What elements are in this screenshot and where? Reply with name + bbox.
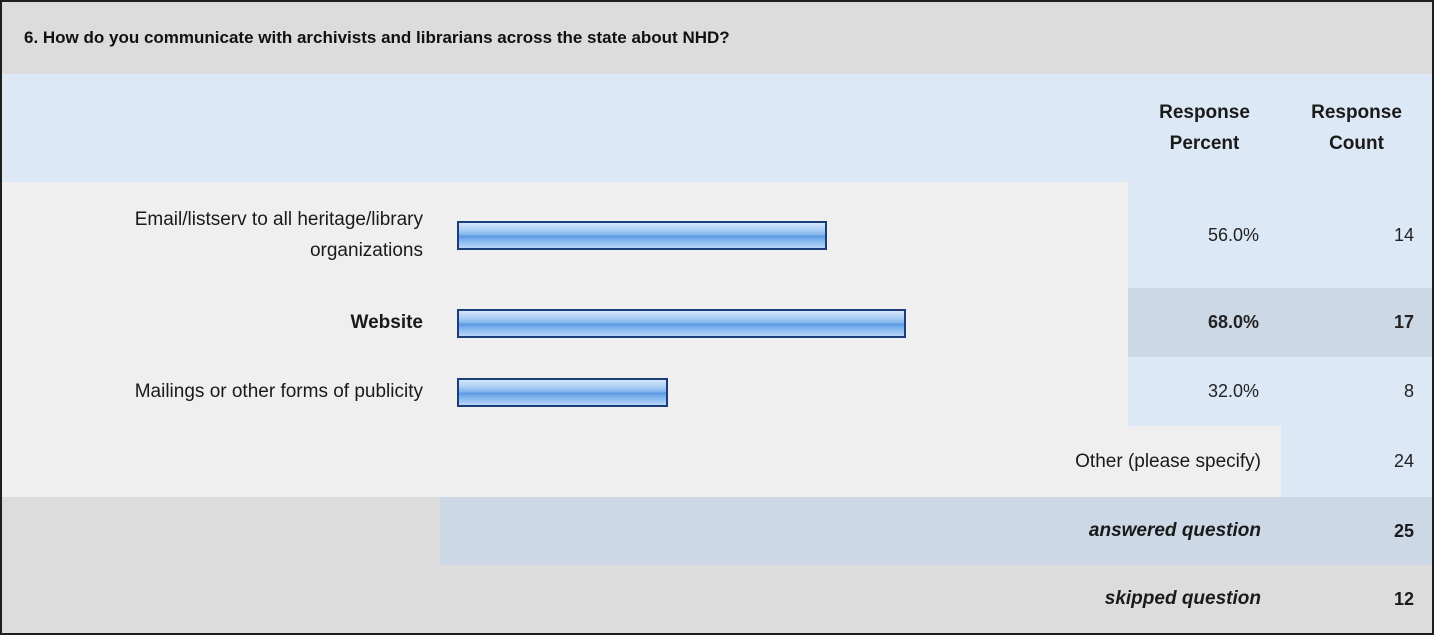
answer-label: Email/listserv to all heritage/library o… bbox=[2, 182, 423, 288]
response-count-header: Response Count bbox=[1281, 74, 1432, 182]
answered-question-label: answered question bbox=[1088, 520, 1261, 541]
response-count-cell: 8 bbox=[1281, 357, 1432, 426]
skipped-question-count: 12 bbox=[1393, 588, 1414, 609]
answered-row bbox=[440, 497, 1281, 565]
answer-label-line1: Website bbox=[350, 312, 423, 333]
answer-label-line2: organizations bbox=[309, 240, 423, 261]
question-title: 6. How do you communicate with archivist… bbox=[24, 28, 730, 47]
response-bar bbox=[457, 378, 668, 407]
response-percent-header-line1: Response bbox=[1159, 102, 1250, 123]
response-percent-cell: 56.0% bbox=[1128, 182, 1281, 288]
answer-label-line1: Mailings or other forms of publicity bbox=[134, 381, 423, 402]
response-percent-cell: 68.0% bbox=[1128, 288, 1281, 357]
skipped-question-label: skipped question bbox=[1104, 588, 1261, 609]
other-specify-label: Other (please specify) bbox=[1075, 450, 1261, 472]
response-bar bbox=[457, 221, 827, 250]
title-bar bbox=[2, 2, 1432, 74]
response-percent-cell: 32.0% bbox=[1128, 357, 1281, 426]
other-row bbox=[2, 426, 1281, 497]
skipped-row bbox=[2, 565, 1432, 633]
table-header-row bbox=[2, 74, 1432, 182]
answered-row-spacer bbox=[2, 497, 440, 565]
answer-label: Mailings or other forms of publicity bbox=[2, 357, 423, 426]
response-count-header-line2: Count bbox=[1329, 133, 1384, 154]
response-percent-header-line2: Percent bbox=[1169, 133, 1240, 154]
response-count-cell: 17 bbox=[1281, 288, 1432, 357]
response-bar bbox=[457, 309, 906, 338]
response-count-header-line1: Response bbox=[1311, 102, 1402, 123]
response-count-cell: 14 bbox=[1281, 182, 1432, 288]
answer-label-line1: Email/listserv to all heritage/library bbox=[134, 209, 423, 230]
answer-label: Website bbox=[2, 288, 423, 357]
other-count-cell: 24 bbox=[1281, 426, 1432, 497]
response-percent-header: Response Percent bbox=[1128, 74, 1281, 182]
answered-question-count: 25 bbox=[1281, 497, 1432, 565]
